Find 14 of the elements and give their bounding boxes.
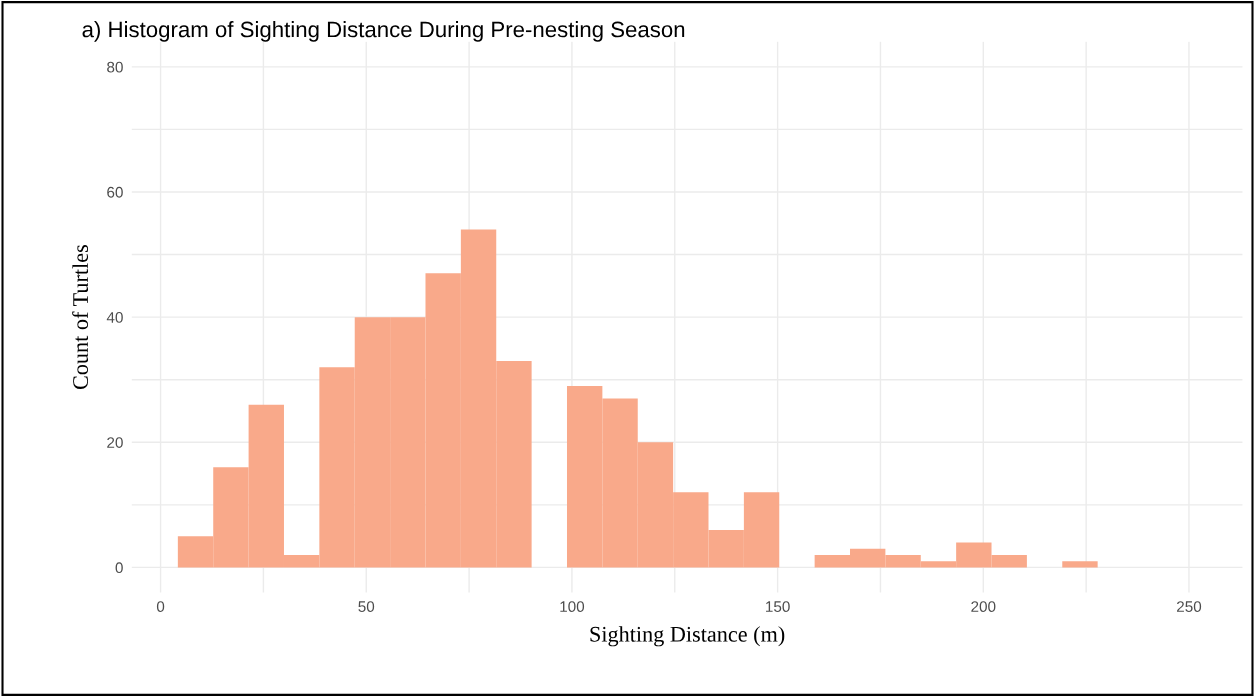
y-tick-label: 0 (115, 562, 123, 574)
x-tick-label: 250 (1177, 601, 1202, 613)
x-tick-label: 0 (156, 601, 165, 613)
y-tick-label: 80 (107, 61, 123, 73)
x-tick-label: 150 (766, 601, 790, 613)
y-tick-label: 20 (107, 437, 123, 448)
x-tick-label: 200 (971, 601, 996, 613)
x-tick-label: 100 (560, 601, 585, 613)
y-tick-label: 40 (106, 312, 123, 323)
y-axis-title: Count of Turtles (72, 245, 89, 390)
y-tick-label: 60 (107, 186, 123, 198)
x-tick-label: 50 (358, 601, 375, 613)
chart-title: a) Histogram of Sighting Distance During Pre-nesting Season (82, 21, 685, 42)
x-axis-title: Sighting Distance (m) (590, 626, 785, 647)
